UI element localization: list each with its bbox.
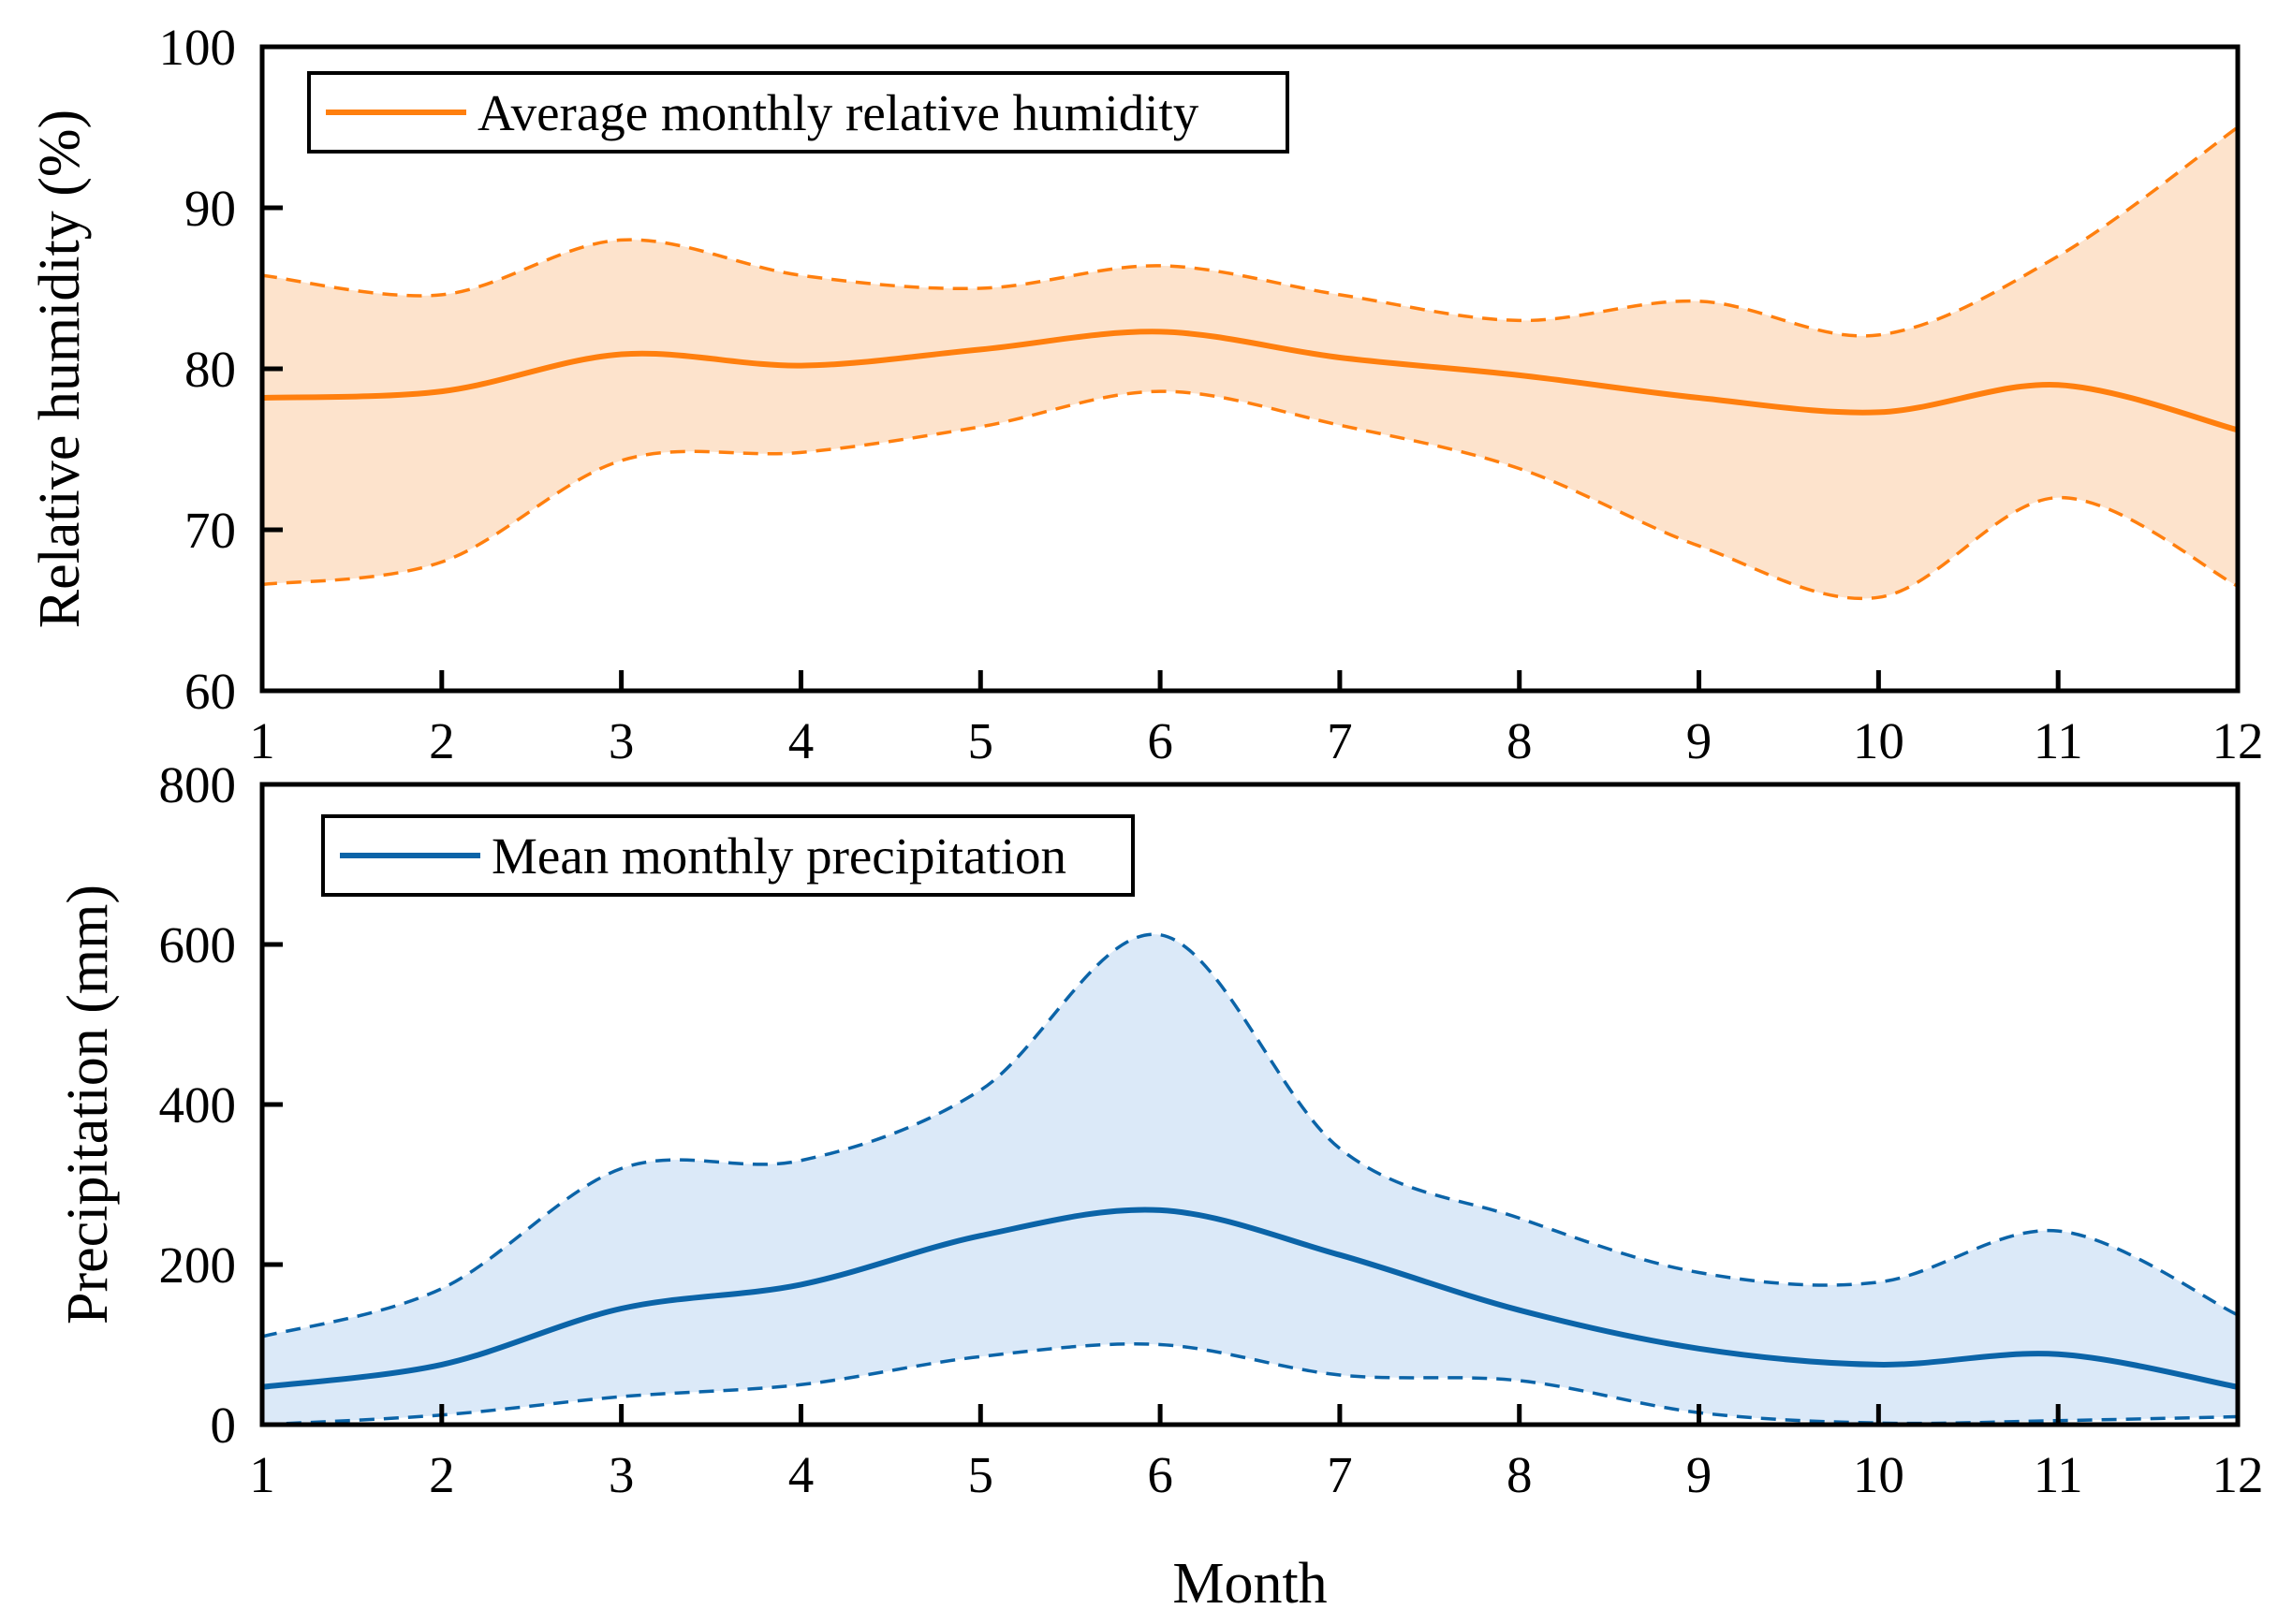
x-tick-label: 2 [429,1446,455,1503]
y-axis-title: Precipitation (mm) [56,885,120,1324]
x-tick-label: 6 [1147,712,1173,769]
y-tick-label: 600 [159,916,237,973]
x-tick-label: 4 [788,1446,815,1503]
legend-label: Mean monthly precipitation [492,827,1066,885]
x-tick-label: 2 [429,712,455,769]
x-tick-label: 11 [2034,1446,2083,1503]
x-tick-label: 8 [1506,1446,1533,1503]
y-tick-label: 80 [184,341,236,398]
legend: Mean monthly precipitation [321,814,1135,897]
legend-box [307,71,1289,154]
y-tick-label: 800 [159,756,237,813]
upper-bound-line [262,932,2238,1339]
chart-panel-2: 1 2 3 4 5 6 7 8 9 10 11 120200400600800Precipitatio… [56,756,2263,1616]
y-tick-label: 70 [184,502,236,559]
y-tick-label: 60 [184,663,236,720]
x-tick-label: 3 [609,1446,635,1503]
plot-area [262,125,2238,601]
x-tick-label: 4 [788,712,815,769]
x-tick-label: 1 [249,712,275,769]
x-tick-label: 6 [1147,1446,1173,1503]
y-axis-title: Relative humidity (%) [28,110,92,628]
x-tick-label: 7 [1327,1446,1353,1503]
x-tick-label: 1 [249,1446,275,1503]
mean-series-line [262,329,2238,433]
plot-area [262,932,2238,1425]
x-tick-label: 9 [1686,1446,1712,1503]
y-tick-label: 400 [159,1076,237,1134]
legend-label: Average monthly relative humidity [478,84,1199,141]
x-tick-label: 12 [2212,712,2264,769]
x-tick-label: 9 [1686,712,1712,769]
x-tick-label: 5 [968,1446,994,1503]
x-tick-label: 7 [1327,712,1353,769]
confidence-band [262,934,2238,1425]
x-tick-label: 8 [1506,712,1533,769]
y-tick-label: 100 [159,19,237,76]
lower-bound-line [262,1342,2238,1425]
y-tick-label: 200 [159,1236,237,1294]
x-tick-label: 5 [968,712,994,769]
y-tick-label: 90 [184,180,236,237]
legend: Average monthly relative humidity [307,71,1289,154]
y-tick-label: 0 [211,1397,237,1454]
x-tick-label: 10 [1853,712,1904,769]
confidence-band [262,127,2238,599]
upper-bound-line [262,125,2238,338]
mean-series-line [262,1207,2238,1390]
lower-bound-line [262,389,2238,601]
x-tick-label: 3 [609,712,635,769]
x-tick-label: 10 [1853,1446,1904,1503]
x-tick-label: 11 [2034,712,2083,769]
x-tick-label: 12 [2212,1446,2264,1503]
x-axis-title: Month [1172,1552,1327,1616]
